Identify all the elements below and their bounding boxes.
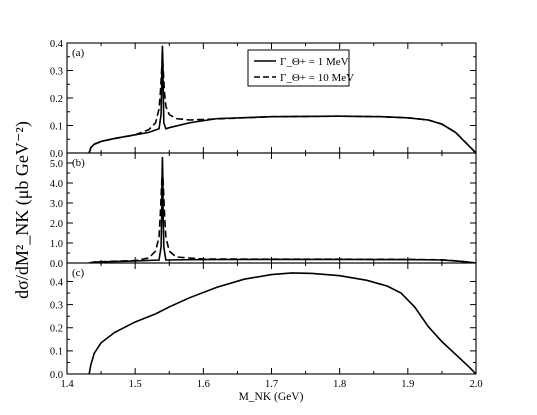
y-tick-label-0-0: 0.0: [50, 149, 63, 160]
panel-label-2: (c): [72, 267, 85, 279]
x-tick-label-2: 1.6: [197, 379, 210, 390]
panel-0: 0.0 0.1 0.2 0.3 0.4 (a): [50, 39, 477, 160]
x-tick-label-4: 1.8: [333, 379, 346, 390]
y-tick-label-2-3: 0.3: [50, 300, 63, 311]
panel-1: 0.0 1.0 2.0 3.0 4.0 5.0 (b): [50, 152, 477, 270]
panel-label-1: (b): [72, 157, 85, 169]
y-tick-label-1-0: 0.0: [50, 259, 63, 270]
y-tick-label-0-3: 0.3: [50, 66, 63, 77]
y-tick-label-1-1: 1.0: [50, 239, 63, 250]
y-tick-label-1-2: 2.0: [50, 219, 63, 230]
legend-entry-1: Γ_Θ+ = 1 MeV: [280, 56, 349, 68]
panel-frame-1: [66, 152, 477, 264]
y-tick-label-0-4: 0.4: [50, 39, 64, 50]
y-tick-label-1-3: 3.0: [50, 199, 63, 210]
y-tick-label-1-5: 5.0: [50, 159, 63, 170]
y-axis-label: dσ/dM²_NK (μb GeV⁻²): [12, 121, 33, 299]
legend-entry-2: Γ_Θ+ = 10 MeV: [280, 72, 354, 84]
y-tick-label-1-4: 4.0: [50, 179, 63, 190]
x-tick-label-1: 1.5: [129, 379, 142, 390]
y-tick-label-2-2: 0.2: [50, 324, 63, 335]
y-tick-label-2-1: 0.1: [50, 347, 63, 358]
panel-frame-2: [66, 262, 477, 375]
x-tick-label-3: 1.7: [265, 379, 278, 390]
x-tick-label-5: 1.9: [401, 379, 414, 390]
x-tick-label-0: 1.4: [60, 379, 74, 390]
legend: Γ_Θ+ = 1 MeV Γ_Θ+ = 10 MeV: [247, 49, 354, 87]
series-line-1-1: [88, 170, 476, 263]
series-line-1-0: [88, 156, 476, 263]
series-line-0-1: [88, 56, 476, 153]
legend-frame: [247, 49, 350, 87]
y-tick-label-0-1: 0.1: [50, 121, 63, 132]
x-axis-label: M_NK (GeV): [239, 391, 304, 403]
panel-label-0: (a): [72, 47, 85, 59]
y-tick-label-2-4: 0.4: [50, 277, 64, 288]
x-tick-label-6: 2.0: [469, 379, 482, 390]
panel-2: 0.0 0.1 0.2 0.3 0.4 (c): [50, 262, 477, 381]
y-tick-label-0-2: 0.2: [50, 94, 63, 105]
series-line-2-0: [88, 272, 476, 374]
plot-area: 0.00.10.20.30.4(a)0.01.02.03.04.05.0 (b)0…: [50, 39, 483, 390]
y-tick-label-2-0: 0.0: [50, 370, 63, 381]
